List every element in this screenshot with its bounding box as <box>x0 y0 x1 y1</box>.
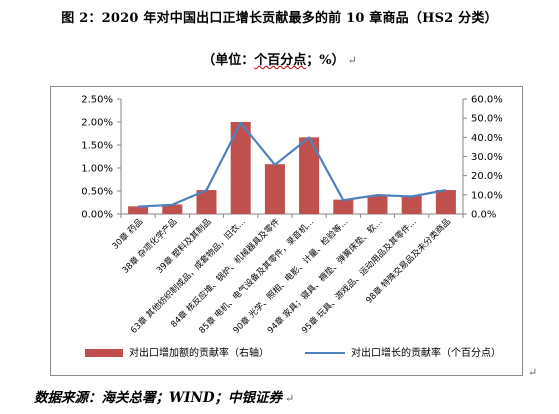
chart-legend: 对出口增加额的贡献率（右轴） 对出口增长的贡献率（个百分点） <box>85 346 501 359</box>
y-left-tick-label: 0.50% <box>81 187 113 198</box>
combo-chart: 0.00% 0.50% 1.00% 1.50% 2.00% 2.50% 0.0% 10.0% 2… <box>81 95 503 360</box>
axis-ticks: 0.00% 0.50% 1.00% 1.50% 2.00% 2.50% 0.0% 10.0% 2… <box>81 95 503 221</box>
y-left-tick-label: 1.00% <box>81 164 113 175</box>
bar <box>196 190 217 214</box>
bar <box>435 190 456 214</box>
subtitle-prefix: （单位： <box>202 53 255 68</box>
y-right-tick-label: 60.0% <box>471 95 503 106</box>
y-right-tick-label: 0.0% <box>471 210 496 221</box>
y-right-tick-label: 20.0% <box>471 171 503 182</box>
figure-title: 图 2：2020 年对中国出口正增长贡献最多的前 10 章商品（HS2 分类） <box>61 11 498 26</box>
line-series <box>138 121 447 208</box>
bar <box>333 199 354 214</box>
source-note: 数据来源：海关总署；WIND；中银证券 ↵ <box>34 386 294 406</box>
bar <box>264 164 285 214</box>
subtitle-unit: 个百分点 <box>254 53 307 68</box>
y-right-tick-label: 10.0% <box>471 190 503 201</box>
bar <box>230 122 251 214</box>
source-text: 数据来源：海关总署；WIND；中银证券 <box>34 390 283 406</box>
legend-line-label: 对出口增长的贡献率（个百分点） <box>351 346 501 359</box>
chart-frame: 0.00% 0.50% 1.00% 1.50% 2.00% 2.50% 0.0% 10.0% 2… <box>50 86 523 376</box>
corner-mark-icon: ↵ <box>528 366 538 379</box>
y-right-tick-label: 30.0% <box>471 152 503 163</box>
y-left-tick-label: 1.50% <box>81 141 113 152</box>
bar <box>401 195 422 214</box>
legend-bar-swatch <box>85 349 123 357</box>
line-path <box>138 121 447 208</box>
bar <box>128 206 149 214</box>
figure-subtitle: （单位：个百分点；%） ↵ <box>0 49 559 68</box>
bar <box>367 195 388 214</box>
category-label: 30章 药品 <box>110 216 145 251</box>
bar <box>162 204 183 214</box>
bar <box>299 137 320 214</box>
bar-series <box>128 122 456 214</box>
y-right-tick-label: 40.0% <box>471 133 503 144</box>
y-right-tick-label: 50.0% <box>471 114 503 125</box>
y-left-tick-label: 2.00% <box>81 118 113 129</box>
paragraph-mark-icon: ↵ <box>285 392 295 405</box>
y-left-tick-label: 2.50% <box>81 95 113 106</box>
legend-bar-label: 对出口增加额的贡献率（右轴） <box>129 346 269 359</box>
y-left-tick-label: 0.00% <box>81 210 113 221</box>
subtitle-suffix: ；%） <box>306 53 345 68</box>
paragraph-mark-icon: ↵ <box>347 54 357 67</box>
